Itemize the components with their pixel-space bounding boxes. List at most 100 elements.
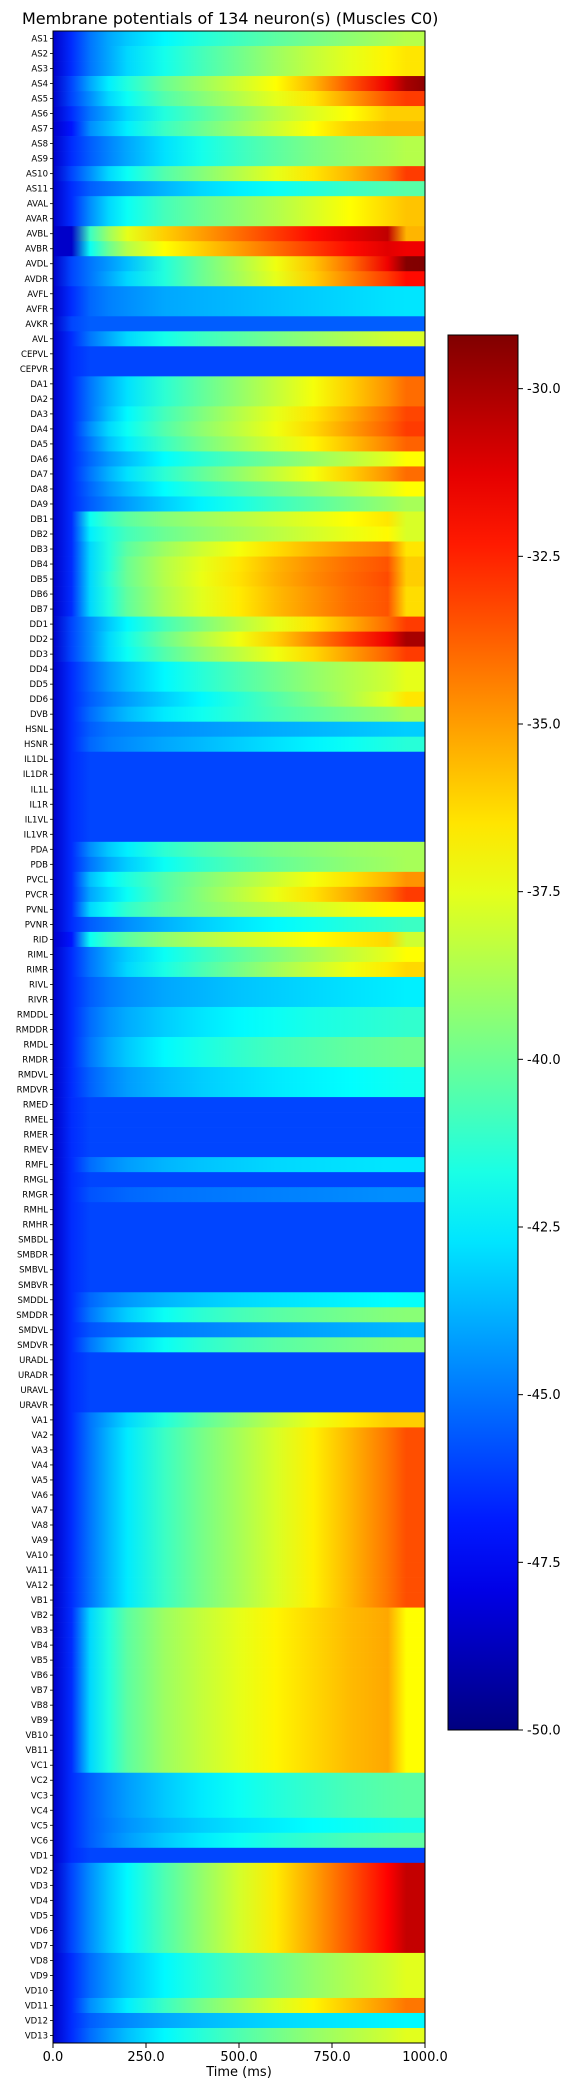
neuron-label: RMGL [23,1176,48,1186]
neuron-label: DB1 [30,515,48,525]
neuron-label: DB7 [30,605,48,615]
x-axis-ticks: 0.0 250.0 500.0 750.0 1000.0 [43,2043,448,2065]
heatmap-row-hsnl [53,721,425,738]
heatmap-row-as4 [53,76,425,92]
neuron-label: VB9 [31,1716,48,1726]
neuron-label: URADL [19,1356,48,1366]
neuron-label: DD1 [30,620,49,630]
neuron-label: VD5 [30,1911,48,1921]
heatmap-row-smbvl [53,1262,425,1278]
neuron-label: VA6 [32,1491,49,1501]
neuron-label: RMEL [25,1116,49,1126]
colorbar-tick-label: -35.0 [527,717,561,732]
neuron-label: RMDDR [16,1025,48,1035]
heatmap-row-va11 [53,1562,425,1578]
neuron-label: VB11 [26,1746,48,1756]
heatmap-row-rmfl [53,1157,425,1173]
colorbar-tick-label: -30.0 [527,382,561,397]
neuron-label: URADR [18,1371,48,1381]
heatmap-row-avfl [53,286,425,302]
heatmap-row-da3 [53,406,425,422]
heatmap-row-avdr [53,271,425,287]
neuron-label: DD4 [30,665,49,675]
heatmap-row-rimr [53,961,425,978]
neuron-label: HSNR [24,740,48,750]
colorbar-tick-label: -37.5 [527,885,561,900]
neuron-label: IL1DL [24,755,48,765]
neuron-label: VD6 [30,1926,48,1936]
colorbar-tick-label: -47.5 [527,1556,561,1571]
neuron-label: PVNL [26,905,48,915]
neuron-label: DB5 [30,575,48,585]
neuron-label: DA1 [30,380,48,390]
neuron-label: SMBVL [19,1266,48,1276]
neuron-label: VD9 [30,1971,48,1981]
neuron-label: DB3 [30,545,48,555]
heatmap-row-vb4 [53,1637,425,1653]
heatmap-row-rivl [53,976,425,993]
heatmap-row-vd1 [53,1847,425,1864]
neuron-label: VD3 [30,1881,48,1891]
neuron-label: IL1L [31,785,49,795]
neuron-label: AVBR [25,245,48,255]
neuron-label: VD11 [25,2001,48,2011]
x-tick-label: 0.0 [43,2050,64,2065]
heatmap-row-dd2 [53,631,425,647]
neuron-label: VA1 [32,1416,49,1426]
neuron-label: URAVR [19,1401,48,1411]
heatmap-row-as10 [53,166,425,182]
heatmap-row-vb5 [53,1652,425,1668]
neuron-label: SMDDR [16,1311,48,1321]
neuron-label: DA3 [30,410,48,420]
neuron-label: VA11 [26,1566,48,1576]
neuron-label: HSNL [25,725,48,735]
heatmap-row-smdvr [53,1337,425,1353]
heatmap-row-vd3 [53,1877,425,1894]
neuron-label: VA10 [26,1551,48,1561]
neuron-label: DA2 [30,395,48,405]
heatmap-row-vd10 [53,1982,425,1999]
heatmap-row-rmhr [53,1217,425,1233]
neuron-label: AS6 [31,110,48,120]
neuron-label: VB3 [31,1626,48,1636]
neuron-label: DA6 [30,455,48,465]
heatmap-row-rmgl [53,1172,425,1188]
neuron-label: VA4 [32,1461,49,1471]
heatmap-row-vc4 [53,1802,425,1819]
neuron-label: RMDDL [17,1010,48,1020]
heatmap-row-dd4 [53,661,425,677]
neuron-label: VB2 [31,1611,48,1621]
heatmap-row-vd13 [53,2027,425,2044]
heatmap-row-il1r [53,796,425,813]
heatmap-row-as9 [53,151,425,167]
neuron-label: RMDVL [18,1071,48,1081]
heatmap-row-hsnr [53,736,425,753]
heatmap-row-da7 [53,466,425,482]
neuron-label: AS11 [26,185,48,195]
neuron-label: AS3 [31,65,48,75]
neuron-label: RMDVR [17,1086,48,1096]
heatmap-row-smdvl [53,1322,425,1338]
neuron-label: AS9 [31,155,48,165]
neuron-label: VA3 [32,1446,49,1456]
heatmap-row-rmdl [53,1037,425,1053]
heatmap-row-as1 [53,31,425,47]
colorbar-tick-label: -50.0 [527,1724,561,1739]
neuron-label: SMBVR [18,1281,48,1291]
heatmap-row-rmdvr [53,1082,425,1098]
heatmap-row-avbr [53,241,425,257]
neuron-label: VD4 [30,1896,48,1906]
neuron-label: RIMR [26,965,48,975]
neuron-label: VD13 [25,2031,48,2041]
neuron-label: RID [33,935,48,945]
neuron-label: VD2 [30,1866,48,1876]
neuron-label: VB7 [31,1686,48,1696]
heatmap-row-va12 [53,1577,425,1593]
heatmap-row-smddl [53,1292,425,1308]
neuron-label: VB8 [31,1701,48,1711]
neuron-label: RMER [23,1131,48,1141]
heatmap-row-vd12 [53,2012,425,2029]
heatmap-row-avar [53,211,425,227]
heatmap-row-rmhl [53,1202,425,1218]
